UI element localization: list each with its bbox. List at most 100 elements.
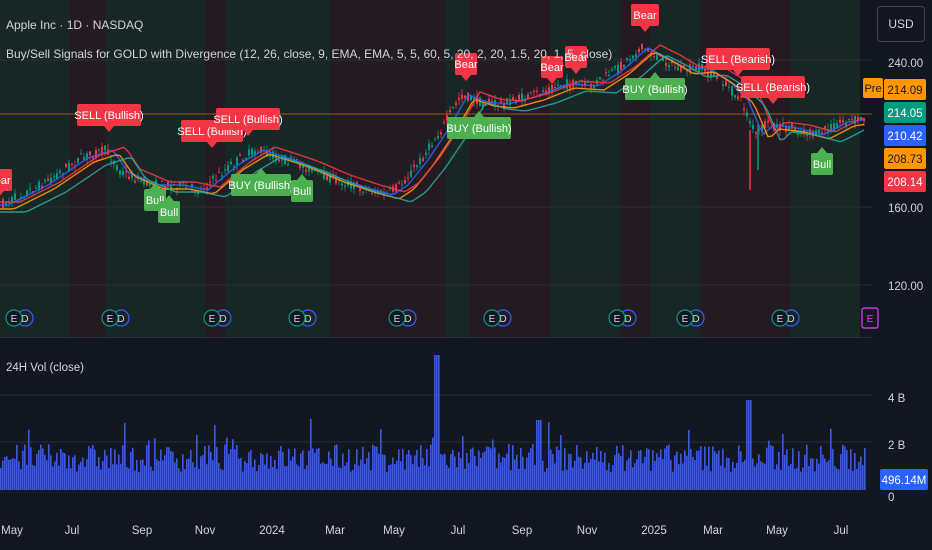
volume-bar (262, 454, 264, 490)
signal-box (455, 53, 477, 75)
volume-bar (182, 454, 184, 490)
signal-text: Bear (564, 52, 588, 64)
candle-body (419, 158, 421, 165)
signal-label-sell[interactable]: SELL (Bearish) (701, 48, 775, 76)
candle-body (599, 77, 601, 80)
signal-label-buy[interactable]: BUY (Bullish) (446, 111, 512, 139)
volume-bar (420, 445, 422, 490)
earnings-icon (483, 309, 501, 327)
volume-bar (374, 446, 376, 490)
volume-bar (588, 462, 590, 490)
time-tick: Nov (577, 525, 598, 537)
candle-body (77, 157, 79, 163)
indicator-title[interactable]: Buy/Sell Signals for GOLD with Divergenc… (6, 47, 613, 61)
volume-bar (152, 470, 154, 490)
volume-bar (672, 471, 674, 490)
volume-bar (480, 457, 482, 490)
candle-body (434, 139, 436, 141)
candle-body (452, 106, 454, 108)
signal-label-sell[interactable]: Bear (454, 53, 478, 81)
volume-bar (132, 447, 134, 490)
volume-bar (482, 452, 484, 490)
signal-label-sell[interactable]: SELL (Bearish) (736, 76, 810, 104)
volume-bar (478, 450, 480, 490)
volume-bar (796, 467, 798, 490)
candle-body (707, 71, 709, 77)
volume-bar (176, 458, 178, 490)
volume-bar (312, 448, 314, 490)
volume-bar (766, 447, 768, 490)
signal-label-sell[interactable]: Bear (540, 56, 564, 84)
signal-label-buy[interactable]: Bull (158, 195, 180, 223)
candle-body (206, 187, 208, 189)
signal-label-sell[interactable]: SELL (Bullish) (213, 108, 283, 136)
volume-bar (430, 444, 432, 490)
volume-tick: 0 (888, 492, 894, 504)
candle-body (2, 199, 4, 209)
volume-bar (292, 456, 294, 490)
signal-label-buy[interactable]: BUY (Bullish) (228, 168, 294, 196)
price-badge-box (884, 148, 926, 169)
volume-bar (200, 456, 202, 490)
currency-button[interactable]: USD (877, 6, 925, 42)
volume-bar (498, 453, 500, 490)
signal-label-buy[interactable]: Bull (811, 147, 833, 175)
volume-bar (162, 460, 164, 490)
signal-label-sell[interactable]: Bear (564, 46, 588, 74)
volume-bar (112, 464, 114, 490)
candle-body (641, 43, 643, 50)
symbol-title[interactable]: Apple Inc · 1D · NASDAQ (6, 18, 144, 32)
candle-body (149, 183, 151, 187)
signal-band (650, 0, 700, 337)
volume-bar (746, 400, 748, 490)
volume-bar (2, 460, 4, 490)
signal-box (77, 104, 141, 126)
candle-body (86, 153, 88, 160)
volume-bar (432, 437, 434, 490)
volume-bar (316, 448, 318, 490)
volume-bar (334, 445, 336, 490)
candle-body (341, 183, 343, 186)
volume-bar (836, 468, 838, 490)
candle-body (485, 104, 487, 106)
candle-body (134, 180, 136, 183)
signal-label-sell[interactable]: Bear (0, 169, 12, 197)
signal-label-buy[interactable]: BUY (Bullish) (622, 72, 688, 100)
signal-label-sell[interactable]: Bear (631, 4, 659, 32)
volume-bar (202, 455, 204, 490)
volume-bar (196, 434, 198, 490)
volume-bar (372, 444, 374, 490)
volume-bar (346, 462, 348, 490)
signal-text: SELL (Bullish) (74, 110, 143, 122)
signal-label-buy[interactable]: Bull (291, 174, 313, 202)
volume-bar (260, 453, 262, 490)
candle-body (824, 125, 826, 130)
volume-bar (566, 469, 568, 490)
signal-text: Bear (0, 175, 11, 187)
candle-body (578, 83, 580, 85)
volume-bar (760, 461, 762, 490)
volume-bar (116, 464, 118, 490)
volume-bar (414, 455, 416, 490)
candle-body (833, 123, 835, 131)
candle-body (266, 150, 268, 157)
volume-bar (144, 465, 146, 490)
candle-body (851, 118, 853, 120)
volume-bar (832, 448, 834, 490)
candle-body (299, 164, 301, 168)
earnings-dividend-marker: DE (483, 309, 512, 327)
signal-label-sell[interactable]: SELL (Bullish) (74, 104, 144, 132)
earnings-icon (288, 309, 306, 327)
volume-bar (784, 454, 786, 490)
candle-body (290, 156, 292, 159)
volume-bar (680, 453, 682, 490)
volume-bar (228, 453, 230, 490)
volume-pane-title[interactable]: 24H Vol (close) (6, 362, 84, 374)
candle-body (44, 180, 46, 182)
candle-body (674, 66, 676, 68)
volume-bar (354, 464, 356, 490)
volume-bar (350, 471, 352, 490)
volume-bar (218, 462, 220, 490)
candle-body (110, 160, 112, 162)
